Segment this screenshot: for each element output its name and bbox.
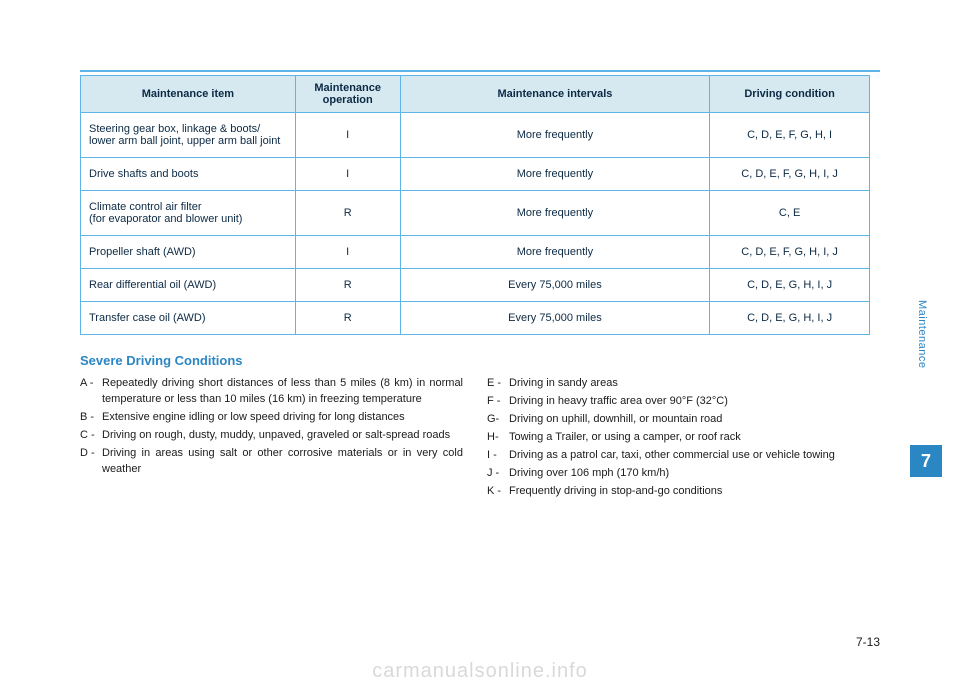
condition-item: A -Repeatedly driving short distances of… [80,376,463,408]
cell-op: I [295,158,400,191]
table-row: Steering gear box, linkage & boots/ lowe… [81,113,870,158]
cell-item: Steering gear box, linkage & boots/ lowe… [81,113,296,158]
cond-letter: D - [80,446,102,478]
condition-item: C -Driving on rough, dusty, muddy, unpav… [80,428,463,444]
cell-item: Transfer case oil (AWD) [81,302,296,335]
condition-item: H-Towing a Trailer, or using a camper, o… [487,430,870,446]
cell-interval: More frequently [400,113,710,158]
table-row: Transfer case oil (AWD) R Every 75,000 m… [81,302,870,335]
condition-item: J -Driving over 106 mph (170 km/h) [487,466,870,482]
cond-letter: F - [487,394,509,410]
conditions-right-col: E -Driving in sandy areas F -Driving in … [487,376,870,502]
cond-letter: C - [80,428,102,444]
cond-letter: H- [487,430,509,446]
cond-letter: A - [80,376,102,408]
conditions-columns: A -Repeatedly driving short distances of… [80,376,870,502]
cell-op: I [295,113,400,158]
condition-item: K -Frequently driving in stop-and-go con… [487,484,870,500]
header-item: Maintenance item [81,76,296,113]
side-chapter-badge: 7 [910,445,942,477]
cell-op: R [295,302,400,335]
cond-letter: I - [487,448,509,464]
top-rule [80,70,880,72]
conditions-left-col: A -Repeatedly driving short distances of… [80,376,463,502]
cond-letter: J - [487,466,509,482]
cond-letter: K - [487,484,509,500]
section-title: Severe Driving Conditions [80,353,870,368]
cell-cond: C, D, E, G, H, I, J [710,269,870,302]
cond-text: Driving over 106 mph (170 km/h) [509,466,870,482]
condition-item: B -Extensive engine idling or low speed … [80,410,463,426]
cond-letter: G- [487,412,509,428]
cond-text: Driving in heavy traffic area over 90°F … [509,394,870,410]
cell-cond: C, D, E, F, G, H, I, J [710,158,870,191]
table-row: Drive shafts and boots I More frequently… [81,158,870,191]
side-section-label: Maintenance [916,300,928,369]
cond-text: Driving on rough, dusty, muddy, unpaved,… [102,428,463,444]
header-intervals: Maintenance intervals [400,76,710,113]
cell-item: Rear differential oil (AWD) [81,269,296,302]
cond-text: Towing a Trailer, or using a camper, or … [509,430,870,446]
page-content: Maintenance item Maintenance operation M… [80,75,870,502]
cond-letter: E - [487,376,509,392]
cond-text: Driving in areas using salt or other cor… [102,446,463,478]
cond-letter: B - [80,410,102,426]
table-row: Propeller shaft (AWD) I More frequently … [81,236,870,269]
cell-cond: C, D, E, F, G, H, I [710,113,870,158]
cell-item: Climate control air filter (for evaporat… [81,191,296,236]
page-number: 7-13 [856,635,880,649]
cell-op: R [295,191,400,236]
cell-interval: Every 75,000 miles [400,302,710,335]
condition-item: F -Driving in heavy traffic area over 90… [487,394,870,410]
cell-op: I [295,236,400,269]
table-row: Climate control air filter (for evaporat… [81,191,870,236]
cell-interval: Every 75,000 miles [400,269,710,302]
condition-item: D -Driving in areas using salt or other … [80,446,463,478]
cond-text: Frequently driving in stop-and-go condit… [509,484,870,500]
maintenance-table: Maintenance item Maintenance operation M… [80,75,870,335]
cond-text: Extensive engine idling or low speed dri… [102,410,463,426]
cond-text: Driving as a patrol car, taxi, other com… [509,448,870,464]
header-condition: Driving condition [710,76,870,113]
cond-text: Repeatedly driving short distances of le… [102,376,463,408]
condition-item: I -Driving as a patrol car, taxi, other … [487,448,870,464]
cell-op: R [295,269,400,302]
cell-cond: C, D, E, F, G, H, I, J [710,236,870,269]
cell-cond: C, E [710,191,870,236]
cell-item: Propeller shaft (AWD) [81,236,296,269]
watermark: carmanualsonline.info [0,660,960,683]
cond-text: Driving in sandy areas [509,376,870,392]
condition-item: G-Driving on uphill, downhill, or mounta… [487,412,870,428]
cell-cond: C, D, E, G, H, I, J [710,302,870,335]
header-operation: Maintenance operation [295,76,400,113]
cell-interval: More frequently [400,236,710,269]
table-row: Rear differential oil (AWD) R Every 75,0… [81,269,870,302]
table-header-row: Maintenance item Maintenance operation M… [81,76,870,113]
table-body: Steering gear box, linkage & boots/ lowe… [81,113,870,335]
condition-item: E -Driving in sandy areas [487,376,870,392]
cell-interval: More frequently [400,191,710,236]
cell-item: Drive shafts and boots [81,158,296,191]
cond-text: Driving on uphill, downhill, or mountain… [509,412,870,428]
cell-interval: More frequently [400,158,710,191]
